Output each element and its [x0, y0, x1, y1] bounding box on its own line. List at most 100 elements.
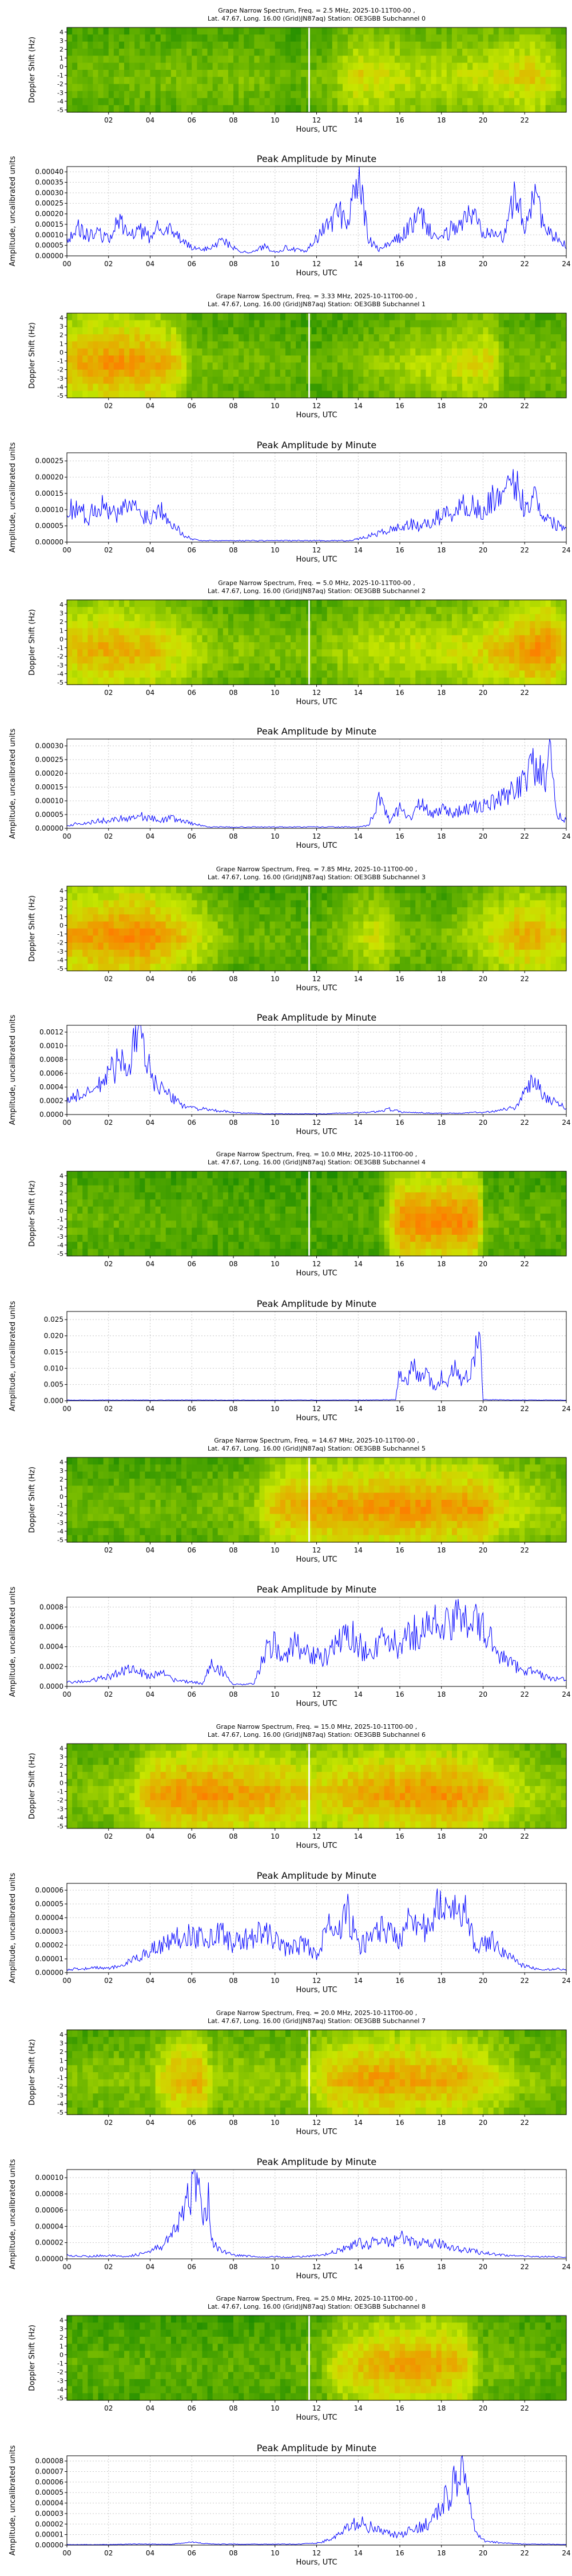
spectrogram-cell	[545, 942, 551, 950]
spectrogram-cell	[202, 348, 208, 356]
spectrogram-cell	[77, 621, 83, 629]
spectrogram-ytick-label: -5	[57, 106, 63, 114]
spectrogram-cell	[197, 390, 203, 398]
spectrogram-ytick-label: -1	[57, 931, 63, 938]
spectrogram-cell	[503, 614, 510, 622]
spectrogram-cell	[561, 914, 567, 922]
spectrogram-cell	[457, 942, 463, 950]
spectrogram-cell	[228, 49, 234, 56]
spectrogram-cell	[259, 27, 265, 35]
spectrogram-cell	[550, 98, 557, 106]
spectrogram-cell	[264, 907, 271, 915]
spectrogram-cell	[530, 670, 536, 678]
spectrogram-cell	[67, 656, 73, 664]
spectrogram-cell	[103, 1185, 109, 1193]
spectrogram-cell	[337, 600, 343, 607]
spectrogram-cell	[77, 656, 83, 664]
spectrogram-cell	[462, 41, 468, 49]
spectrogram-cell	[550, 320, 557, 328]
spectrogram-cell	[436, 49, 442, 56]
spectrogram-cell	[170, 963, 177, 971]
spectrogram-cell	[426, 914, 432, 922]
spectrogram-cell	[239, 929, 244, 936]
spectrogram-cell	[124, 942, 130, 950]
spectrogram-cell	[530, 341, 536, 349]
spectrogram-cell	[410, 649, 416, 657]
spectrogram-cell	[311, 334, 317, 342]
spectrogram-cell	[483, 670, 489, 678]
spectrogram-cell	[451, 341, 458, 349]
spectrogram-cell	[353, 929, 359, 936]
spectrogram-cell	[514, 98, 520, 106]
spectrogram-cell	[342, 70, 348, 77]
spectrogram-cell	[181, 628, 187, 636]
spectrogram-cell	[420, 907, 427, 915]
spectrogram-cell	[186, 942, 192, 950]
spectrogram-cell	[170, 320, 177, 328]
spectrogram-cell	[217, 98, 224, 106]
spectrogram-cell	[176, 377, 182, 384]
spectrogram-cell	[530, 893, 536, 901]
spectrogram-cell	[478, 656, 484, 664]
spectrogram-ytick-label: 0	[59, 635, 63, 643]
spectrogram-cell	[457, 963, 463, 971]
spectrogram-cell	[436, 105, 442, 113]
spectrogram-cell	[405, 907, 411, 915]
spectrogram-cell	[525, 77, 530, 85]
spectrogram-cell	[519, 628, 525, 636]
spectrogram-cell	[67, 607, 73, 615]
spectrogram-cell	[160, 27, 166, 35]
spectrogram-cell	[197, 649, 203, 657]
spectrogram-cell	[140, 49, 145, 56]
spectrogram-cell	[540, 907, 546, 915]
spectrogram-cell	[415, 390, 421, 398]
spectrogram-cell	[150, 355, 156, 363]
spectrogram-cell	[223, 77, 229, 85]
spectrogram-cell	[446, 62, 452, 70]
spectrogram-cell	[321, 957, 328, 965]
spectrogram-cell	[202, 91, 208, 98]
spectrogram-cell	[389, 635, 395, 643]
spectrogram-cell	[415, 98, 421, 106]
spectrogram-cell	[269, 390, 276, 398]
spectrogram-cell	[275, 600, 281, 607]
spectrogram-cell	[389, 963, 395, 971]
spectrogram-cell	[296, 907, 301, 915]
spectrogram-cell	[431, 942, 437, 950]
spectrogram-cell	[176, 663, 182, 671]
spectrogram-cell	[254, 649, 260, 657]
spectrogram-cell	[535, 384, 541, 392]
spectrogram-cell	[296, 56, 301, 64]
spectrogram-cell	[321, 377, 328, 384]
spectrogram-cell	[555, 914, 562, 922]
spectrogram-cell	[374, 98, 380, 106]
spectrogram-cell	[212, 642, 219, 650]
spectrogram-cell	[103, 77, 109, 85]
spectrogram-cell	[342, 84, 348, 92]
spectrogram-cell	[77, 362, 83, 370]
spectrogram-cell	[98, 1249, 104, 1257]
spectrogram-cell	[259, 77, 265, 85]
spectrogram-cell	[379, 56, 385, 64]
spectrogram-cell	[160, 41, 166, 49]
spectrogram-cell	[503, 362, 510, 370]
spectrogram-cell	[374, 614, 380, 622]
spectrogram-cell	[316, 621, 323, 629]
spectrogram-cell	[530, 313, 536, 321]
spectrogram-cell	[436, 334, 442, 342]
spectrogram-cell	[82, 621, 88, 629]
spectrogram-cell	[145, 900, 151, 908]
spectrogram-cell	[233, 614, 239, 622]
spectrogram-cell	[316, 921, 323, 929]
spectrogram-cell	[311, 84, 317, 92]
spectrogram-cell	[451, 56, 458, 64]
spectrogram-cell	[467, 942, 473, 950]
spectrogram-cell	[368, 377, 375, 384]
spectrogram-cell	[217, 935, 224, 943]
spectrogram-cell	[436, 907, 442, 915]
spectrogram-cell	[545, 950, 551, 957]
spectrogram-cell	[134, 621, 140, 629]
spectrogram-cell	[228, 384, 234, 392]
spectrogram-cell	[140, 614, 145, 622]
spectrogram-cell	[446, 70, 452, 77]
